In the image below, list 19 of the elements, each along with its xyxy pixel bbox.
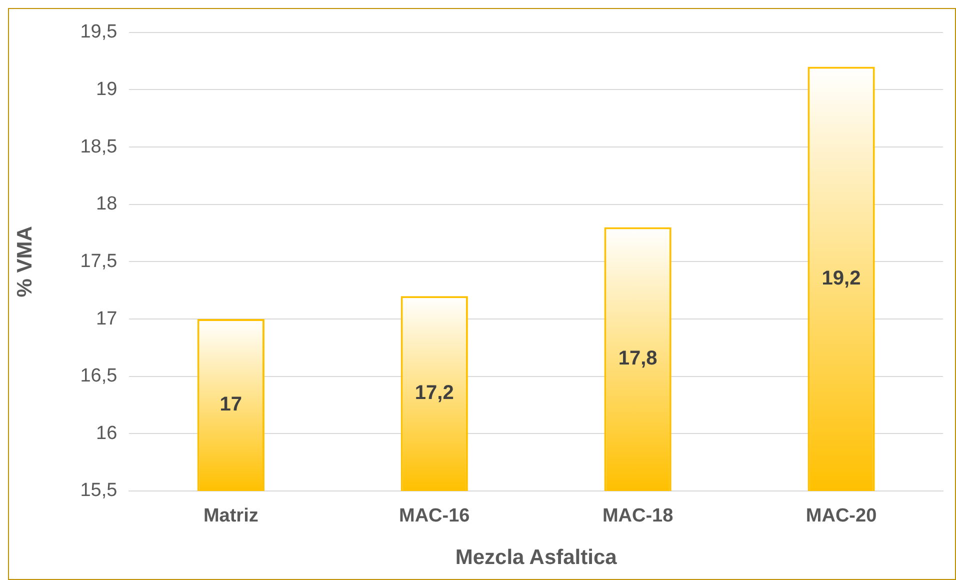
data-label: 17,2 (414, 382, 454, 404)
y-tick-label: 18 (96, 194, 118, 215)
y-tick-label: 17 (96, 308, 118, 330)
y-tick-label: 19 (96, 78, 118, 100)
x-tick-label: MAC-18 (602, 506, 674, 527)
x-axis-title: Mezcla Asfaltica (455, 546, 618, 570)
data-label: 17,8 (618, 348, 658, 370)
x-tick-label: Matriz (203, 506, 258, 527)
y-tick-label: 18,5 (80, 136, 118, 158)
y-tick-label: 16,5 (80, 366, 118, 387)
y-tick-label: 17,5 (80, 250, 118, 272)
y-tick-label: 15,5 (80, 480, 118, 502)
data-label: 19,2 (822, 267, 861, 290)
x-tick-label: MAC-16 (398, 506, 470, 527)
y-axis-title: % VMA (13, 226, 36, 298)
x-tick-label: MAC-20 (806, 506, 877, 527)
data-label: 17 (220, 394, 242, 416)
y-tick-label: 16 (96, 422, 118, 444)
y-tick-label: 19,5 (80, 22, 118, 43)
